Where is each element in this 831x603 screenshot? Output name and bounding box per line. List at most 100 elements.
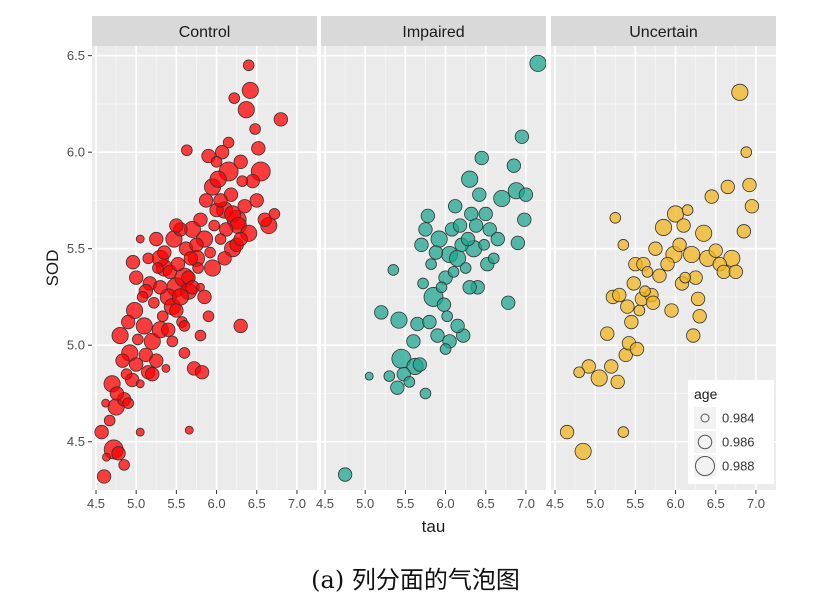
data-point	[648, 241, 663, 256]
data-point	[478, 239, 490, 251]
data-point	[573, 366, 585, 379]
data-point	[487, 252, 500, 265]
points-uncertain	[559, 83, 760, 460]
x-tick-label: 6.5	[707, 496, 725, 511]
data-point	[716, 264, 731, 280]
data-point	[193, 212, 208, 227]
data-point	[156, 310, 169, 323]
data-point	[517, 212, 532, 227]
data-point	[629, 341, 645, 357]
data-point	[149, 353, 164, 368]
y-tick-label: 4.5	[67, 434, 85, 449]
data-point	[435, 281, 448, 294]
x-tick-label: 6.0	[437, 496, 455, 511]
data-point	[166, 335, 179, 348]
data-point	[374, 305, 389, 320]
panel-control: Control 4.5 5.0 5.5 6.0 6.5 7.0	[87, 16, 317, 511]
data-point	[652, 268, 667, 283]
data-point	[501, 295, 516, 310]
points-impaired	[337, 54, 546, 482]
data-point	[439, 343, 452, 355]
data-point	[441, 310, 453, 323]
data-point	[430, 230, 448, 248]
y-axis: 4.5 5.0 5.5 6.0 6.5	[67, 48, 92, 449]
data-point	[617, 426, 630, 438]
data-point	[233, 318, 248, 334]
data-point	[720, 179, 735, 195]
data-point	[672, 237, 687, 252]
data-point	[417, 277, 429, 290]
data-point	[447, 266, 460, 278]
data-point	[683, 245, 701, 264]
data-point	[679, 271, 691, 284]
data-point	[111, 446, 126, 461]
data-point	[136, 291, 149, 303]
x-tick-label: 6.0	[208, 496, 226, 511]
data-point	[152, 262, 164, 274]
legend-label: 0.986	[722, 435, 755, 450]
data-point	[214, 233, 227, 245]
data-point	[428, 245, 444, 260]
data-point	[736, 224, 752, 239]
data-point	[129, 357, 144, 372]
data-point	[612, 287, 627, 303]
data-point	[178, 320, 191, 332]
data-point	[624, 314, 639, 330]
data-point	[436, 297, 452, 312]
data-point	[157, 245, 172, 260]
data-point	[210, 156, 223, 168]
data-point	[125, 255, 141, 270]
data-point	[237, 199, 252, 214]
data-point	[215, 145, 230, 160]
legend-label: 0.988	[722, 459, 755, 474]
data-point	[153, 280, 168, 295]
x-tick-label: 4.5	[87, 496, 105, 511]
data-point	[645, 295, 661, 310]
figure-caption: (a) 列分面的气泡图	[311, 566, 520, 594]
data-point	[273, 112, 288, 127]
data-point	[740, 146, 753, 158]
data-point	[169, 303, 184, 318]
data-point	[414, 237, 429, 252]
data-point	[418, 222, 433, 237]
data-point	[149, 231, 164, 247]
data-point	[181, 144, 193, 157]
x-tick-label: 5.0	[586, 496, 604, 511]
legend-circle	[697, 434, 713, 450]
data-point	[109, 386, 125, 401]
x-tick-label: 5.0	[127, 496, 145, 511]
data-point	[111, 327, 129, 345]
data-point	[101, 398, 111, 408]
strip-impaired	[321, 16, 546, 46]
data-point	[120, 368, 133, 380]
data-point	[237, 101, 255, 119]
strip-uncertain	[551, 16, 776, 46]
data-point	[183, 251, 198, 266]
data-point	[412, 357, 427, 372]
data-point	[184, 425, 194, 435]
y-tick-label: 5.5	[67, 241, 85, 256]
data-point	[468, 218, 484, 233]
data-point	[490, 231, 505, 247]
data-point	[249, 123, 261, 135]
data-point	[410, 316, 425, 332]
data-point	[194, 365, 210, 380]
y-axis-title: SOD	[43, 250, 62, 287]
y-tick-label: 6.0	[67, 145, 85, 160]
legend-key	[694, 455, 716, 477]
points-control	[94, 59, 288, 484]
x-tick-label: 5.5	[167, 496, 185, 511]
data-point	[169, 218, 184, 233]
data-point	[529, 54, 546, 72]
strip-label-impaired: Impaired	[402, 24, 464, 41]
data-point	[196, 282, 205, 292]
legend-circle	[700, 413, 710, 423]
data-point	[390, 311, 408, 329]
data-point	[518, 187, 534, 202]
data-point	[420, 208, 436, 224]
legend-key	[694, 431, 716, 453]
data-point	[208, 219, 220, 232]
x-tick-label: 5.5	[626, 496, 644, 511]
data-point	[197, 289, 212, 305]
data-point	[236, 175, 249, 187]
